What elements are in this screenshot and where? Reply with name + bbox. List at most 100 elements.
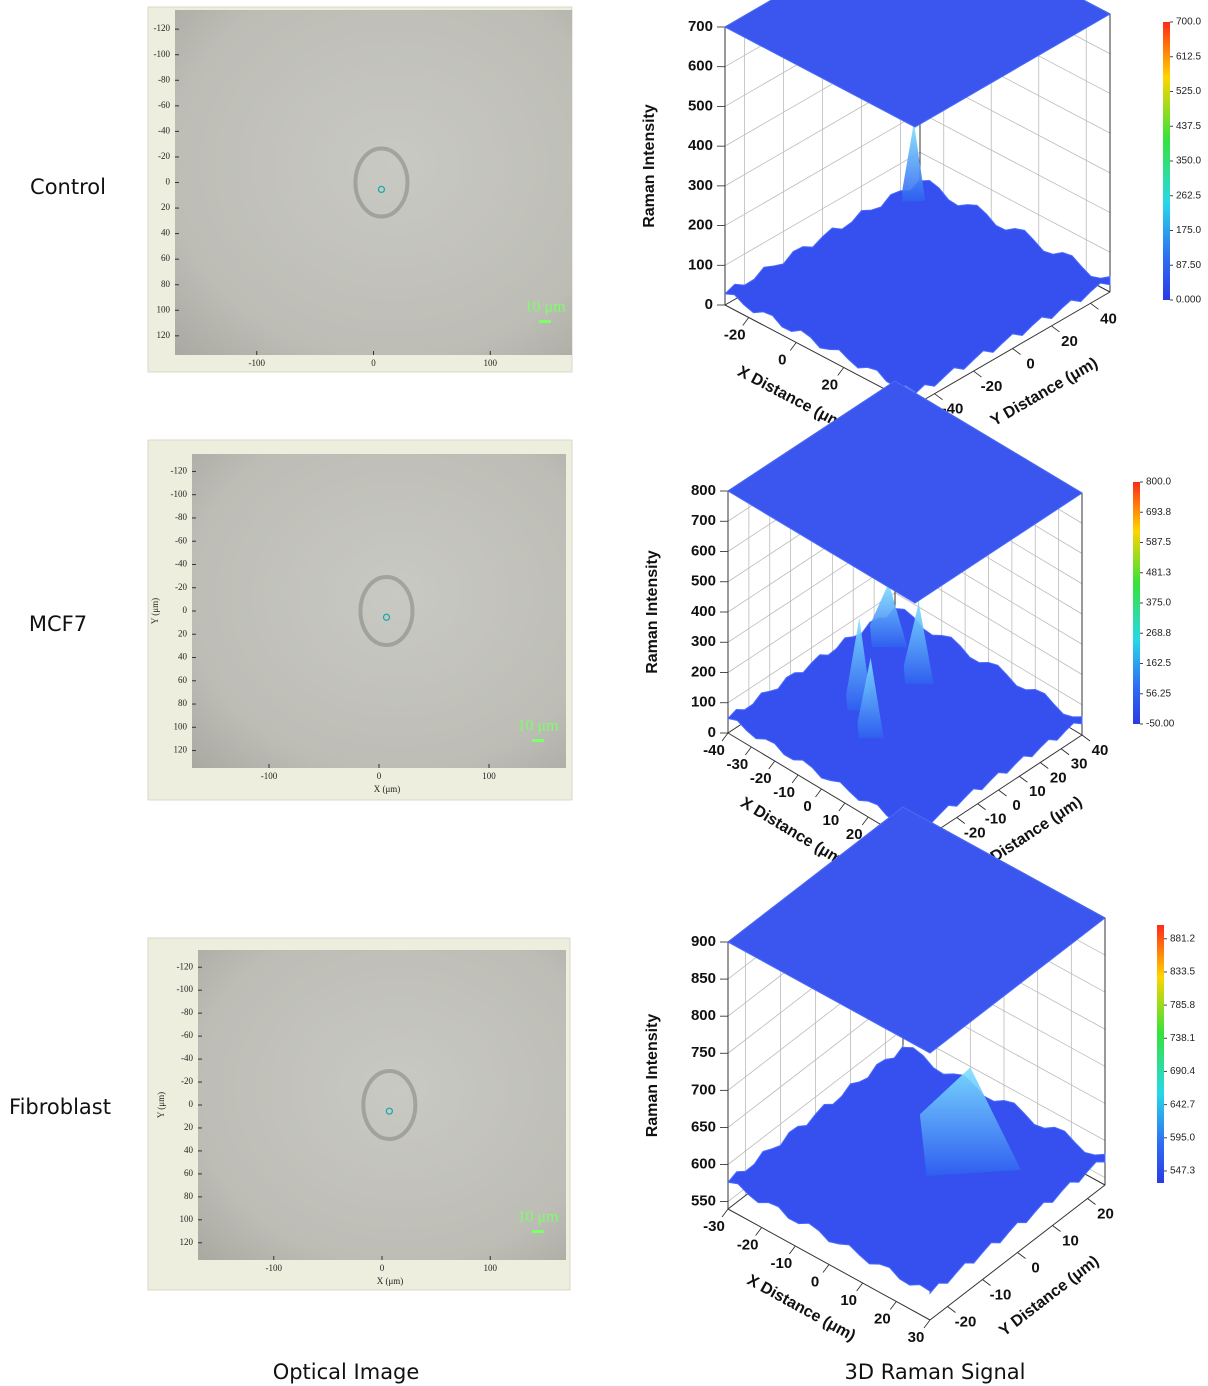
y-tick-label: -120 [171,466,188,476]
colorbar-label: 612.5 [1176,51,1201,62]
x-tick-label: -20 [750,770,772,787]
colorbar-label: 87.50 [1176,260,1201,271]
z-axis-label: Raman Intensity [641,104,658,228]
x-axis-label: X Distance (μm) [737,794,849,871]
z-tick-label: 200 [691,663,716,680]
y-tick [957,818,965,824]
z-tick-label: 0 [705,296,713,313]
z-tick-label: 550 [691,1193,716,1210]
x-tick [789,1246,795,1254]
y-tick-label: 20 [1050,769,1067,786]
x-tick [816,789,822,797]
x-tick [823,1265,829,1273]
z-axis-label: Raman Intensity [644,1014,661,1138]
x-tick-label: 100 [484,358,498,368]
y-tick-label: -100 [177,984,194,994]
z-tick-label: 100 [688,256,713,273]
scale-bar [532,1230,544,1233]
x-tick-label: 20 [821,376,838,393]
z-tick-label: 200 [688,217,713,234]
top-plane [728,807,1105,1053]
y-tick [999,790,1007,796]
z-tick-label: 700 [691,512,716,529]
y-tick-label: -40 [175,559,187,569]
z-tick-label: 100 [691,694,716,711]
y-tick-label: -60 [158,100,170,110]
raman-plot: 0100200300400500600700-2002040-40-200204… [641,0,1117,434]
y-axis-label: Y Distance (μm) [988,355,1101,430]
z-tick-label: 500 [688,97,713,114]
y-tick [1052,326,1060,332]
y-axis-label: Y Distance (μm) [996,1253,1102,1340]
colorbar-label: 595.0 [1170,1132,1195,1143]
z-tick-label: 800 [691,482,716,499]
y-tick-label: 20 [1097,1205,1114,1222]
z-tick-label: 600 [691,1155,716,1172]
scale-bar [539,320,551,323]
top-plane [728,381,1082,603]
optical-image [198,950,566,1260]
y-tick [1053,1226,1061,1232]
z-tick-label: 900 [691,933,716,950]
x-tick [792,775,798,783]
y-tick-label: 40 [184,1145,194,1155]
z-tick-label: 400 [691,603,716,620]
scale-bar-label: 10 μm [517,718,559,735]
y-tick-label: 20 [161,202,171,212]
x-tick-label: 0 [380,1263,385,1273]
z-tick-label: 300 [691,633,716,650]
y-tick-label: 0 [183,605,188,615]
x-tick [790,343,796,351]
x-tick [839,803,845,811]
y-tick [1061,749,1069,755]
colorbar-label: 56.25 [1146,688,1171,699]
colorbar [1163,22,1170,300]
y-tick [1082,735,1090,741]
x-tick-label: 20 [874,1310,891,1327]
colorbar-label: 690.4 [1170,1066,1195,1077]
x-tick [769,761,775,769]
y-tick-label: 0 [1031,1259,1039,1276]
y-tick-label: 40 [161,228,171,238]
y-tick-label: 20 [1061,333,1078,350]
colorbar-label: 700.0 [1176,17,1201,28]
y-tick [1019,776,1027,782]
colorbar-label: 268.8 [1146,628,1171,639]
colorbar [1157,925,1164,1183]
x-tick-label: 0 [778,351,786,368]
y-tick-label: -10 [990,1286,1012,1303]
x-tick-label: -10 [773,784,795,801]
y-axis-label: Y (μm) [156,1092,166,1118]
y-tick [974,371,982,377]
x-tick-label: -40 [703,742,725,759]
x-tick-label: 0 [371,358,376,368]
y-tick-label: 10 [1062,1232,1079,1249]
y-tick-label: 60 [161,253,171,263]
x-tick-label: -30 [727,756,749,773]
colorbar-label: 437.5 [1176,121,1201,132]
y-tick-label: -60 [181,1030,193,1040]
y-tick [1013,349,1021,355]
colorbar-label: 833.5 [1170,967,1195,978]
y-tick [1018,1253,1026,1259]
y-tick-label: 20 [184,1122,194,1132]
optical-image [192,454,566,768]
z-tick-label: 700 [688,18,713,35]
x-tick [890,1302,896,1310]
z-tick-label: 500 [691,573,716,590]
y-tick [1040,763,1048,769]
y-tick-label: 60 [178,675,188,685]
y-tick-label: -80 [175,512,187,522]
x-tick [745,747,751,755]
y-tick-label: -20 [964,824,986,841]
y-tick-label: -80 [158,74,170,84]
z-tick-label: 0 [708,724,716,741]
y-tick-label: -20 [175,582,187,592]
y-tick-label: -40 [181,1053,193,1063]
row-label: MCF7 [29,612,87,636]
x-tick [756,1228,762,1236]
surface-peak [902,123,925,202]
x-tick-label: -100 [248,358,265,368]
y-tick-label: 120 [157,330,171,340]
x-tick-label: 0 [377,771,382,781]
